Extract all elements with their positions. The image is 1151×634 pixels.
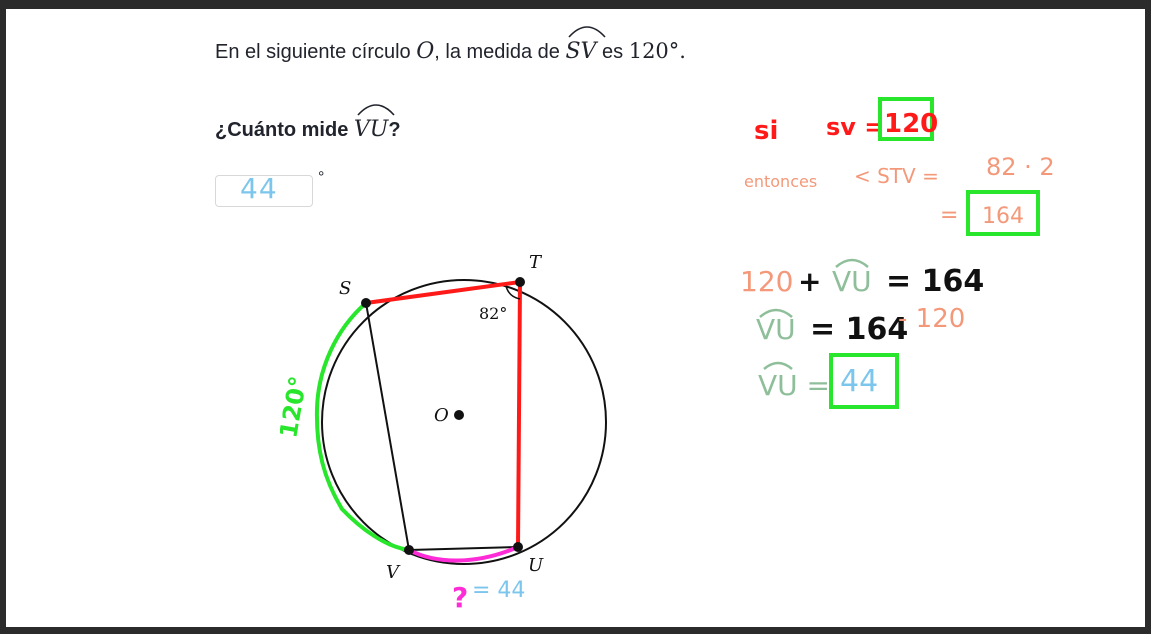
diagram-and-notes: S T U V O 82° 120° ? = 44 si sv = 120 en… (274, 97, 1055, 614)
label-t: T (529, 252, 543, 273)
point-s (361, 298, 371, 308)
point-v (404, 545, 414, 555)
question-line-1: En el siguiente círculo O, la medida de … (215, 26, 686, 64)
arc-vu-note: = 44 (472, 578, 525, 603)
question-text-mid: , la medida de (434, 41, 560, 63)
note-line5-arc-icon (763, 361, 793, 370)
given-arc-value: 120°. (628, 39, 686, 63)
note-eq-sign: = (940, 203, 958, 228)
arc-sv-note: 120° (274, 374, 312, 440)
note-sv-value: 120 (884, 109, 938, 139)
angle-t-label: 82° (479, 304, 507, 323)
point-o (454, 410, 464, 420)
arc-vu-highlight (408, 545, 519, 563)
point-t (515, 277, 525, 287)
note-line4-arc-icon (759, 308, 793, 318)
arc-vu-notation: VU (353, 104, 395, 142)
side-sv (365, 302, 410, 551)
note-box-164 (966, 190, 1040, 236)
note-box-120 (878, 97, 934, 141)
arc-vu-label: VU (353, 117, 389, 142)
note-line4-minus: - 120 (898, 304, 965, 334)
note-line3-eq: = 164 (886, 264, 984, 299)
label-o: O (434, 405, 449, 426)
label-s: S (339, 278, 351, 299)
point-u (513, 542, 523, 552)
arc-sv-label: SV (565, 39, 597, 64)
note-line3-plus: + (798, 265, 821, 298)
side-vu (408, 546, 520, 551)
note-line4-vu: VU (756, 313, 796, 346)
question-text-prefix: En el siguiente círculo (215, 41, 411, 63)
question-ask-prefix: ¿Cuánto mide (215, 119, 349, 141)
answer-degree-unit: ° (318, 169, 325, 186)
note-line5-vu: VU = (758, 369, 830, 402)
question-ask-suffix: ? (388, 119, 401, 141)
note-si: si (754, 116, 778, 146)
arc-sv-highlight (314, 301, 410, 552)
answer-value: 44 (240, 172, 278, 205)
note-line5-result: 44 (840, 364, 878, 399)
note-line3-120: 120 (740, 265, 793, 298)
arc-symbol-icon (357, 104, 395, 116)
exercise-page: En el siguiente círculo O, la medida de … (6, 9, 1145, 627)
note-box-44 (829, 353, 899, 409)
label-v: V (386, 562, 401, 583)
note-line3-vu: VU (832, 265, 872, 298)
side-tu-highlight (516, 281, 522, 548)
note-line3-arc-icon (835, 258, 869, 268)
angle-t-marker (505, 285, 521, 300)
note-entonces: entonces (744, 172, 817, 191)
note-stv-expr: < STV = (854, 164, 939, 188)
circle-o (321, 279, 607, 565)
question-line-2: ¿Cuánto mide VU ? (215, 104, 401, 142)
side-st-highlight (365, 280, 521, 305)
question-text-es: es (602, 41, 624, 63)
arc-vu-question-mark: ? (452, 581, 468, 614)
note-sv-eq: sv = (826, 113, 884, 141)
note-stv-result: 164 (982, 204, 1024, 229)
arc-symbol-icon (568, 26, 607, 38)
note-stv-mult: 82 · 2 (986, 153, 1055, 181)
answer-input[interactable]: 44 (215, 172, 313, 207)
note-line4-eq: = 164 (810, 312, 908, 347)
label-u: U (528, 555, 544, 576)
circle-variable: O (416, 39, 435, 64)
arc-sv-notation: SV (565, 26, 607, 64)
